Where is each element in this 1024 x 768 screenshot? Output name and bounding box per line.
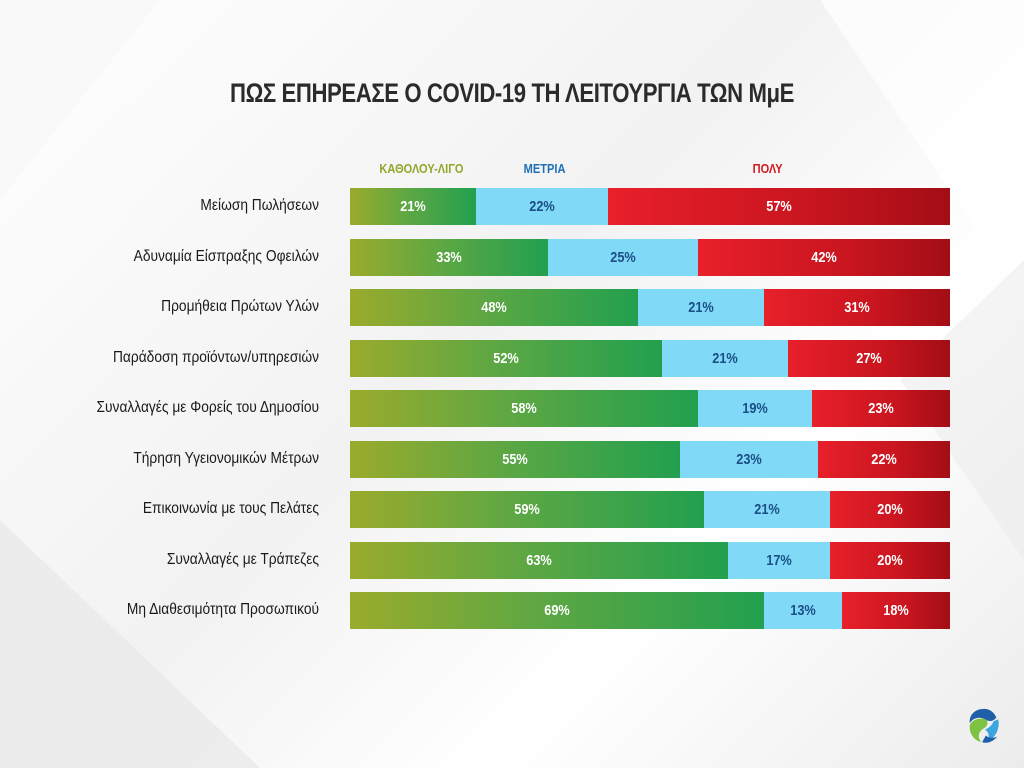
stacked-bar: 33% 25% 42%	[350, 238, 950, 276]
data-label: 22%	[871, 450, 897, 468]
data-label: 20%	[877, 501, 903, 518]
data-label: 17%	[766, 551, 792, 569]
stacked-bar: 58% 19% 23%	[350, 390, 950, 427]
data-label: 31%	[844, 299, 870, 316]
bar-segment-medium: 17%	[728, 541, 830, 579]
category-label: Τήρηση Υγειονομικών Μέτρων	[133, 449, 319, 467]
stacked-bar: 59% 21% 20%	[350, 491, 950, 528]
stacked-bar: 52% 21% 27%	[350, 339, 950, 377]
bar-segment-medium: 21%	[638, 289, 764, 326]
data-label: 21%	[712, 349, 738, 367]
data-label: 48%	[481, 299, 507, 316]
data-label: 55%	[502, 450, 528, 468]
chart-title: ΠΩΣ ΕΠΗΡΕΑΣΕ Ο COVID-19 ΤΗ ΛΕΙΤΟΥΡΓΙΑ ΤΩ…	[229, 78, 795, 108]
bar-segment-medium: 25%	[548, 238, 698, 276]
data-label: 58%	[511, 400, 537, 417]
bar-segment-medium: 19%	[698, 390, 812, 427]
bar-segment-medium: 22%	[476, 188, 608, 225]
bar-segment-high: 27%	[788, 339, 950, 377]
bar-segment-medium: 21%	[662, 339, 788, 377]
category-label: Προμήθεια Πρώτων Υλών	[161, 298, 319, 315]
bar-segment-medium: 13%	[764, 592, 842, 629]
bar-segment-high: 18%	[842, 592, 950, 629]
data-label: 23%	[736, 450, 762, 468]
legend-entry-medium: ΜΕΤΡΙΑ	[523, 161, 566, 176]
bar-segment-low: 59%	[350, 491, 704, 528]
data-label: 18%	[883, 602, 909, 619]
data-label: 25%	[610, 248, 636, 266]
bar-segment-low: 63%	[350, 541, 728, 579]
data-label: 69%	[544, 602, 570, 619]
bar-segment-low: 55%	[350, 440, 680, 478]
data-label: 42%	[811, 248, 837, 266]
bar-segment-low: 58%	[350, 390, 698, 427]
company-logo-icon	[969, 708, 999, 743]
data-label: 13%	[790, 602, 816, 619]
data-label: 21%	[400, 198, 426, 215]
stacked-bar: 48% 21% 31%	[350, 289, 950, 326]
stacked-bar: 63% 17% 20%	[350, 541, 950, 579]
category-label: Παράδοση προϊόντων/υπηρεσιών	[112, 348, 319, 366]
data-label: 23%	[868, 400, 894, 417]
data-label: 20%	[877, 551, 903, 569]
category-label: Συναλλαγές με Τράπεζες	[166, 550, 319, 568]
bar-segment-low: 33%	[350, 238, 548, 276]
data-label: 22%	[529, 198, 555, 215]
bar-segment-low: 21%	[350, 188, 476, 225]
bar-segment-high: 31%	[764, 289, 950, 326]
category-label: Μείωση Πωλήσεων	[200, 197, 319, 214]
data-label: 21%	[688, 299, 714, 316]
bar-segment-high: 42%	[698, 238, 950, 276]
bar-segment-low: 52%	[350, 339, 662, 377]
data-label: 19%	[742, 400, 768, 417]
data-label: 21%	[754, 501, 780, 518]
data-label: 52%	[493, 349, 519, 367]
data-label: 33%	[436, 248, 462, 266]
bar-segment-low: 48%	[350, 289, 638, 326]
bar-segment-high: 22%	[818, 440, 950, 478]
bar-segment-low: 69%	[350, 592, 764, 629]
category-label: Συναλλαγές με Φορείς του Δημοσίου	[96, 399, 319, 416]
legend-entry-high: ΠΟΛΥ	[752, 161, 783, 176]
bar-segment-medium: 21%	[704, 491, 830, 528]
data-label: 27%	[856, 349, 882, 367]
bar-segment-high: 23%	[812, 390, 950, 427]
category-label: Μη Διαθεσιμότητα Προσωπικού	[126, 601, 319, 618]
bar-segment-high: 57%	[608, 188, 950, 225]
stacked-bar: 69% 13% 18%	[350, 592, 950, 629]
data-label: 57%	[766, 198, 792, 215]
bar-segment-medium: 23%	[680, 440, 818, 478]
data-label: 63%	[526, 551, 552, 569]
stacked-bar: 21% 22% 57%	[350, 188, 950, 225]
bar-segment-high: 20%	[830, 541, 950, 579]
data-label: 59%	[514, 501, 540, 518]
category-label: Επικοινωνία με τους Πελάτες	[142, 500, 319, 517]
stacked-bar: 55% 23% 22%	[350, 440, 950, 478]
category-label: Αδυναμία Είσπραξης Οφειλών	[133, 247, 319, 265]
bar-segment-high: 20%	[830, 491, 950, 528]
legend-entry-low: ΚΑΘΟΛΟΥ-ΛΙΓΟ	[379, 161, 464, 176]
